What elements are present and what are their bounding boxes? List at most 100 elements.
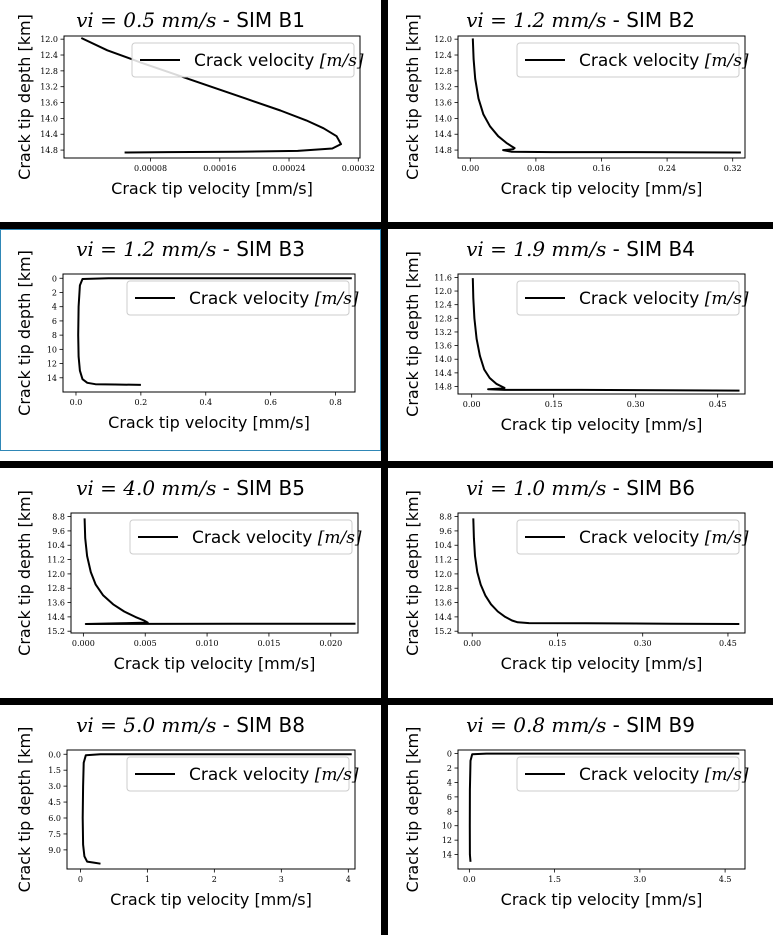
y-tick-label: 9.0 (48, 846, 61, 855)
y-tick-label: 15.2 (47, 627, 65, 636)
chart-panel-b3[interactable]: vi = 1.2 mm/s - SIM B3 0.0 0.2 0.4 0.6 0.8 0 2… (0, 229, 381, 451)
legend-label: Crack velocity [m/s] (579, 51, 749, 71)
legend: Crack velocity [m/s] (126, 280, 359, 316)
legend-label: Crack velocity [m/s] (189, 289, 359, 309)
horizontal-divider (0, 461, 773, 468)
x-tick-label: 0.15 (549, 639, 567, 648)
series-line-crack-velocity (77, 277, 352, 386)
y-tick-label: 4 (447, 778, 452, 787)
x-axis-label: Crack tip velocity [mm/s] (110, 890, 312, 909)
y-tick-label: 8.8 (52, 513, 65, 522)
y-tick-label: 10 (47, 345, 57, 354)
chart-plot-b8: 0 1 2 3 4 0.0 1.5 3.0 4.5 6.0 7.5 9.0 Crack tip velo… (15, 727, 359, 909)
y-tick-label: 0 (52, 274, 57, 283)
y-tick-label: 13.6 (47, 599, 65, 608)
panel-title-velocity: vi = 5.0 mm/s (76, 713, 217, 737)
x-tick-label: 0 (78, 875, 83, 884)
panel-title: vi = 5.0 mm/s - SIM B8 (76, 713, 305, 737)
y-tick-label: 14 (47, 374, 57, 383)
legend-box (131, 42, 355, 78)
y-axis-label: Crack tip depth [km] (403, 14, 422, 180)
legend-box (516, 42, 740, 78)
legend-box (129, 519, 353, 555)
y-tick-label: 1.5 (48, 766, 61, 775)
x-tick-label: 0.15 (545, 400, 563, 409)
legend-label-unit: [m/s] (705, 528, 749, 548)
legend: Crack velocity [m/s] (516, 42, 749, 78)
x-tick-label: 0.00024 (272, 164, 305, 173)
y-axis-label: Crack tip depth [km] (403, 251, 422, 417)
x-tick-label: 0.8 (329, 398, 342, 407)
panel-title-velocity: vi = 1.2 mm/s (76, 237, 217, 261)
x-tick-label: 0.45 (719, 639, 737, 648)
legend-label-text: Crack velocity (579, 765, 705, 785)
y-tick-label: 13.2 (434, 328, 452, 337)
x-tick-label: 2 (212, 875, 217, 884)
y-tick-label: 14.4 (434, 130, 452, 139)
x-tick-label: 3 (279, 875, 284, 884)
legend-label: Crack velocity [m/s] (579, 289, 749, 309)
legend-label-unit: [m/s] (320, 51, 364, 71)
legend-label: Crack velocity [m/s] (189, 765, 359, 785)
horizontal-divider (0, 698, 773, 705)
legend-box (126, 280, 350, 316)
legend: Crack velocity [m/s] (126, 756, 359, 792)
x-tick-label: 0.00 (461, 164, 479, 173)
y-tick-label: 12.0 (40, 35, 58, 44)
x-axis-label: Crack tip velocity [mm/s] (108, 413, 310, 432)
y-tick-label: 12.8 (434, 314, 452, 323)
y-axis-label: Crack tip depth [km] (15, 14, 34, 180)
axes-frame (457, 749, 746, 870)
legend-box (126, 756, 350, 792)
series-line-crack-velocity (83, 518, 356, 625)
x-tick-label: 0.00 (463, 400, 481, 409)
y-tick-label: 12.4 (40, 51, 58, 60)
x-tick-label: 0.00 (463, 639, 481, 648)
y-tick-label: 4 (52, 303, 57, 312)
panel-title: vi = 1.2 mm/s - SIM B3 (76, 237, 305, 261)
x-axis-label: Crack tip velocity [mm/s] (501, 179, 703, 198)
y-tick-label: 14.8 (434, 383, 452, 392)
y-tick-label: 8 (447, 807, 452, 816)
y-tick-label: 6 (447, 793, 452, 802)
panel-title-sim: SIM B8 (236, 713, 305, 737)
axes-frame (63, 35, 361, 159)
panel-title-sim: SIM B4 (626, 237, 695, 261)
y-tick-label: 13.2 (40, 83, 58, 92)
panel-title-velocity: vi = 0.8 mm/s (466, 713, 607, 737)
y-tick-label: 10.4 (434, 541, 452, 550)
y-tick-label: 12.8 (47, 584, 65, 593)
chart-panel-b4: vi = 1.9 mm/s - SIM B4 0.00 0.15 0.30 0.45 1… (388, 229, 773, 451)
y-tick-label: 9.6 (52, 527, 65, 536)
y-tick-label: 12.0 (434, 287, 452, 296)
legend-label-text: Crack velocity (189, 765, 315, 785)
y-tick-label: 13.6 (434, 599, 452, 608)
y-tick-label: 6 (52, 317, 57, 326)
panel-title-velocity: vi = 0.5 mm/s (76, 8, 217, 32)
panel-title-sim: SIM B9 (626, 713, 695, 737)
y-tick-label: 12.0 (434, 570, 452, 579)
x-tick-label: 0.000 (72, 639, 95, 648)
x-axis-label: Crack tip velocity [mm/s] (114, 654, 316, 673)
series-line-crack-velocity (471, 278, 740, 392)
y-tick-label: 14.0 (40, 114, 58, 123)
legend-label-text: Crack velocity (189, 289, 315, 309)
y-tick-label: 14.8 (40, 146, 58, 155)
y-tick-label: 14.4 (40, 130, 58, 139)
y-tick-label: 13.6 (40, 99, 58, 108)
y-tick-label: 2 (447, 764, 452, 773)
y-axis-label: Crack tip depth [km] (403, 727, 422, 893)
chart-panel-b8: vi = 5.0 mm/s - SIM B8 0 1 2 3 4 0.0 1.5 3.0 4.5… (0, 705, 381, 927)
y-axis-label: Crack tip depth [km] (403, 490, 422, 656)
y-axis-label: Crack tip depth [km] (15, 727, 34, 893)
x-tick-label: 0.005 (134, 639, 157, 648)
panel-title-sim: SIM B1 (236, 8, 305, 32)
panel-title-sim: SIM B2 (626, 8, 695, 32)
chart-panel-b6: vi = 1.0 mm/s - SIM B6 0.00 0.15 0.30 0.45 8… (388, 468, 773, 690)
chart-plot-b1: 0.00008 0.00016 0.00024 0.00032 12.0 12.4 12.8… (15, 14, 375, 198)
legend-label-text: Crack velocity (192, 528, 318, 548)
legend: Crack velocity [m/s] (129, 519, 362, 555)
x-tick-label: 0.30 (627, 400, 645, 409)
legend-label: Crack velocity [m/s] (579, 765, 749, 785)
legend-label-unit: [m/s] (318, 528, 362, 548)
